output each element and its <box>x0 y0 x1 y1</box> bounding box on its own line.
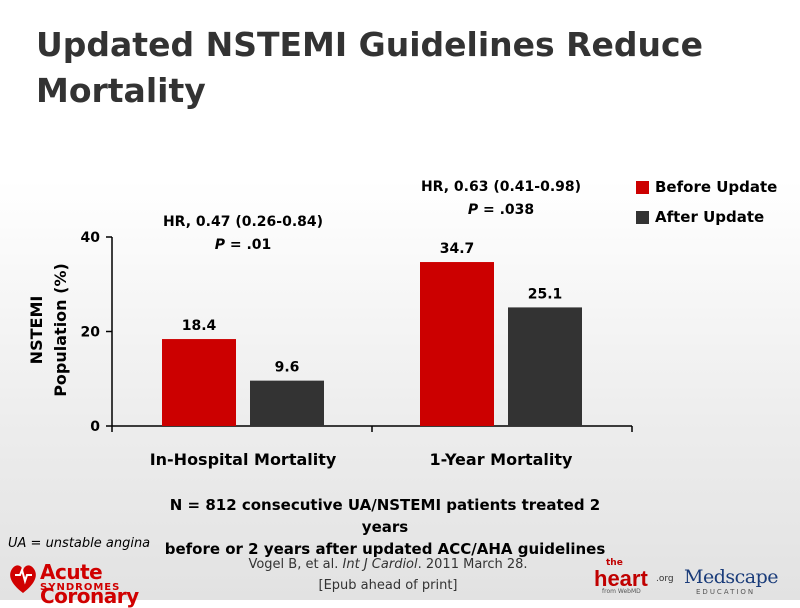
legend-label-after: After Update <box>655 208 765 226</box>
study-note-line1: N = 812 consecutive UA/NSTEMI patients t… <box>169 496 601 536</box>
legend-label-before: Before Update <box>655 178 778 196</box>
theheart-logo-main: heart <box>594 566 648 591</box>
theheart-logo-org: .org <box>656 574 674 584</box>
y-tick-label: 0 <box>90 419 100 435</box>
data-label: 18.4 <box>182 318 217 334</box>
p-value-annotation: P = .038 <box>468 202 534 218</box>
bar-before-0 <box>162 339 236 426</box>
heart-emblem-icon <box>10 565 36 593</box>
y-axis-label-line2: Population (%) <box>51 263 70 397</box>
citation-date: . 2011 March 28. <box>417 557 528 572</box>
data-label: 25.1 <box>528 286 563 302</box>
chart-bars <box>162 262 582 426</box>
theheart-logo-from: from WebMD <box>602 588 641 595</box>
x-tick-label: In-Hospital Mortality <box>150 450 337 469</box>
y-axis-label-line1: NSTEMI <box>27 296 46 365</box>
p-value-annotation: P = .01 <box>215 237 272 253</box>
legend-swatch-before <box>636 180 649 194</box>
data-label: 34.7 <box>440 241 475 257</box>
medscape-logo: Medscape EDUCATION <box>684 566 794 598</box>
legend-item-before: Before Update <box>636 172 777 202</box>
citation-line2: [Epub ahead of print] <box>318 578 458 593</box>
legend-item-after: After Update <box>636 202 777 232</box>
abbreviation-footnote: UA = unstable angina <box>8 536 151 551</box>
bar-after-1 <box>508 307 582 426</box>
study-note: N = 812 consecutive UA/NSTEMI patients t… <box>150 494 620 560</box>
data-label: 9.6 <box>275 360 300 376</box>
bar-after-0 <box>250 380 324 426</box>
theheart-logo-the: the <box>606 558 623 568</box>
hazard-ratio-annotation: HR, 0.63 (0.41-0.98) <box>421 179 581 195</box>
theheart-org-logo: the heart .org from WebMD <box>594 558 676 596</box>
medscape-logo-name: Medscape <box>684 566 779 588</box>
study-note-line2: before or 2 years after updated ACC/AHA … <box>164 540 606 558</box>
bar-before-1 <box>420 262 494 426</box>
chart-legend: Before Update After Update <box>636 172 777 232</box>
y-tick-label: 20 <box>81 325 101 341</box>
medscape-logo-education: EDUCATION <box>696 588 756 596</box>
legend-swatch-after <box>636 210 649 224</box>
acute-coronary-syndromes-logo: Acute Coronary SYNDROMES <box>8 560 188 608</box>
chart-labels: In-Hospital Mortality 18.4 9.6 HR, 0.47 (0.… <box>150 179 581 469</box>
citation-authors: Vogel B, et al. <box>248 557 343 572</box>
citation-journal: Int J Cardiol <box>342 557 418 572</box>
citation: Vogel B, et al. Int J Cardiol. 2011 Marc… <box>228 554 548 596</box>
x-tick-label: 1-Year Mortality <box>430 450 574 469</box>
y-tick-label: 40 <box>81 230 101 246</box>
slide-title: Updated NSTEMI Guidelines Reduce Mortali… <box>36 25 703 110</box>
hazard-ratio-annotation: HR, 0.47 (0.26-0.84) <box>163 214 323 230</box>
acs-logo-text-line2: SYNDROMES <box>40 582 121 593</box>
